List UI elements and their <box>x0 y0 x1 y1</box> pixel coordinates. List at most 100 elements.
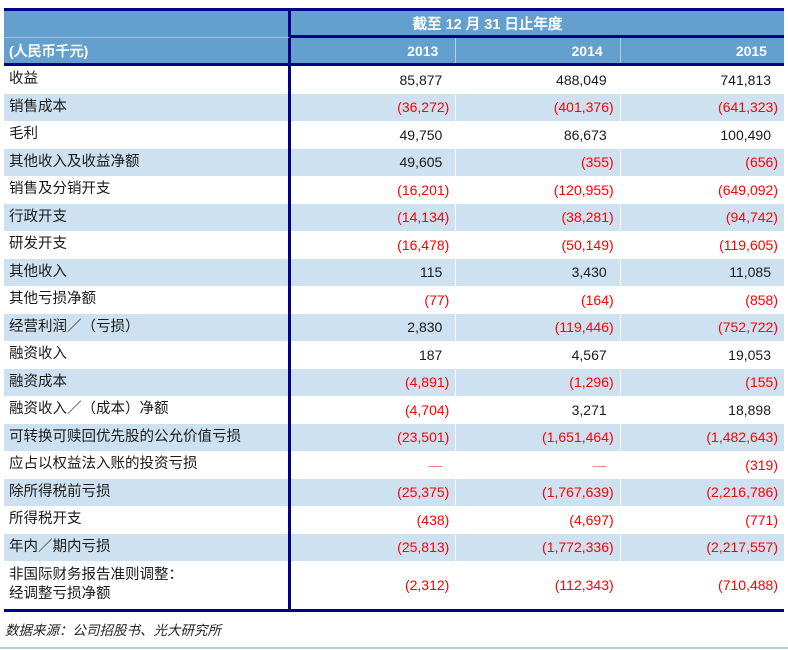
value-text: (119,605) <box>719 236 778 253</box>
row-label: 其他收入 <box>4 258 291 286</box>
cell-2015: (2,216,786) <box>619 478 784 506</box>
value-text: (14,134) <box>397 209 450 226</box>
row-label: 除所得税前亏损 <box>4 478 291 506</box>
cell-2014: 488,049 <box>455 66 619 94</box>
value-text: (36,272) <box>397 99 450 116</box>
value-text: 11,085 <box>729 264 771 281</box>
cell-2014: (1,772,336) <box>455 533 619 561</box>
row-label: 毛利 <box>4 121 291 149</box>
cell-2014: 86,673 <box>455 121 619 149</box>
cell-2014: 3,271 <box>455 396 619 424</box>
value-text: (656) <box>745 154 778 171</box>
cell-2014: (1,651,464) <box>455 423 619 451</box>
row-label: 销售及分销开支 <box>4 176 291 204</box>
cell-2013: (25,375) <box>291 479 455 507</box>
value-text: (25,813) <box>397 539 450 556</box>
row-label: 年内／期内亏损 <box>4 533 291 561</box>
cell-2015: (656) <box>619 148 784 176</box>
cell-2013: 49,750 <box>291 121 455 149</box>
cell-2014: (355) <box>455 148 619 176</box>
cell-2015: (155) <box>619 368 784 396</box>
row-label: 经营利润／（亏损） <box>4 313 291 341</box>
cell-2014: (38,281) <box>455 203 619 231</box>
value-text: 85,877 <box>399 71 443 88</box>
cell-2013: (25,813) <box>291 534 455 562</box>
cell-2013: 49,605 <box>291 149 455 177</box>
cell-2013: (2,312) <box>291 561 455 609</box>
table-row: 非国际财务报告准则调整： 经调整亏损净额 (2,312) (112,343) (… <box>4 561 784 609</box>
year-column-header-2013: 2013 <box>291 38 456 63</box>
cell-2015: 100,490 <box>619 121 784 149</box>
cell-2015: (752,722) <box>619 313 784 341</box>
cell-2013: (36,272) <box>291 94 455 122</box>
value-text: (4,891) <box>404 374 450 391</box>
row-label: 所得税开支 <box>4 506 291 534</box>
value-text: 100,490 <box>720 126 771 143</box>
currency-unit-label: (人民币千元) <box>4 38 291 63</box>
value-text: (50,149) <box>561 236 614 253</box>
cell-2015: (771) <box>619 506 784 534</box>
year-column-header-2015: 2015 <box>619 38 784 63</box>
row-label: 融资收入 <box>4 341 291 369</box>
table-row: 年内／期内亏损 (25,813) (1,772,336) (2,217,557) <box>4 533 784 562</box>
value-text: (2,216,786) <box>706 484 778 501</box>
cell-2013: — <box>291 451 455 479</box>
table-row: 融资收入／（成本）净额 (4,704) 3,271 18,898 <box>4 396 784 424</box>
value-text: (23,501) <box>397 429 450 446</box>
row-label: 销售成本 <box>4 93 291 121</box>
cell-2013: 2,830 <box>291 314 455 342</box>
cell-2015: (119,605) <box>619 231 784 259</box>
value-text: (2,312) <box>404 577 450 593</box>
cell-2014: (164) <box>455 286 619 314</box>
value-text: (119,446) <box>554 319 614 336</box>
value-text: 488,049 <box>556 71 607 88</box>
table-row: 销售及分销开支 (16,201) (120,955) (649,092) <box>4 176 784 204</box>
cell-2015: (649,092) <box>619 176 784 204</box>
table-row: 融资收入 187 4,567 19,053 <box>4 341 784 369</box>
cell-2015: (641,323) <box>619 93 784 121</box>
value-text: 3,271 <box>571 401 607 418</box>
value-text: (77) <box>424 291 450 308</box>
cell-2013: 115 <box>291 259 455 287</box>
value-text: (120,955) <box>553 181 614 198</box>
table-row: 其他收入 115 3,430 11,085 <box>4 258 784 287</box>
row-label: 收益 <box>4 66 291 94</box>
cell-2014: 4,567 <box>455 341 619 369</box>
period-header-label: 截至 12 月 31 日止年度 <box>291 11 784 38</box>
table-row: 除所得税前亏损 (25,375) (1,767,639) (2,216,786) <box>4 478 784 507</box>
value-text: (16,201) <box>397 181 450 198</box>
cell-2015: 11,085 <box>619 258 784 286</box>
header-years-row: (人民币千元) 2013 2014 2015 <box>4 38 784 63</box>
value-text: (112,343) <box>554 577 614 593</box>
value-text: (16,478) <box>397 236 450 253</box>
value-text: (438) <box>416 511 450 528</box>
value-text: 86,673 <box>563 126 607 143</box>
value-text: 115 <box>420 264 443 281</box>
row-label: 可转换可赎回优先股的公允价值亏损 <box>4 423 291 451</box>
value-text: (25,375) <box>397 484 450 501</box>
bottom-divider <box>0 647 788 649</box>
value-text: (1,482,643) <box>706 429 778 446</box>
cell-2013: (16,201) <box>291 176 455 204</box>
cell-2014: (112,343) <box>455 561 619 609</box>
cell-2013: (23,501) <box>291 424 455 452</box>
row-label: 其他收入及收益净额 <box>4 148 291 176</box>
table-row: 经营利润／（亏损） 2,830 (119,446) (752,722) <box>4 313 784 342</box>
value-text: (94,742) <box>725 209 778 226</box>
row-label: 融资成本 <box>4 368 291 396</box>
cell-2014: (120,955) <box>455 176 619 204</box>
cell-2014: (4,697) <box>455 506 619 534</box>
cell-2013: (4,891) <box>291 369 455 397</box>
row-label: 其他亏损净额 <box>4 286 291 314</box>
value-text: 187 <box>418 346 443 363</box>
table-row: 其他收入及收益净额 49,605 (355) (656) <box>4 148 784 177</box>
table-row: 可转换可赎回优先股的公允价值亏损 (23,501) (1,651,464) (1… <box>4 423 784 452</box>
table-row: 所得税开支 (438) (4,697) (771) <box>4 506 784 534</box>
value-text: (2,217,557) <box>706 539 778 556</box>
value-text: (155) <box>745 374 778 391</box>
value-text: (858) <box>745 291 778 308</box>
value-text: 741,813 <box>720 71 771 88</box>
value-text: (771) <box>745 511 778 528</box>
table-row: 销售成本 (36,272) (401,376) (641,323) <box>4 93 784 122</box>
cell-2015: 19,053 <box>619 341 784 369</box>
